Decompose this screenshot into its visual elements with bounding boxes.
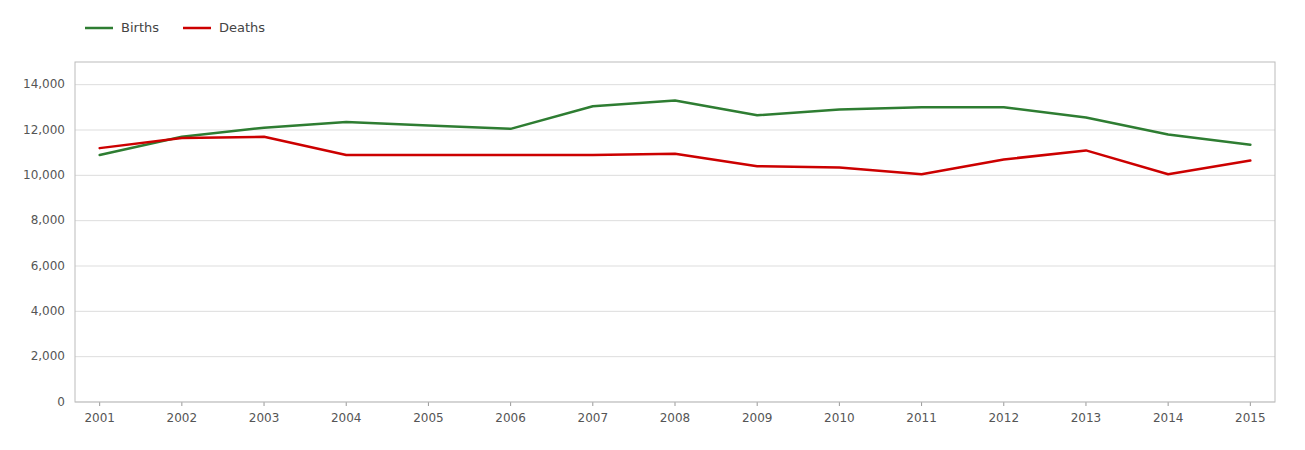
x-tick <box>592 402 593 406</box>
x-tick <box>346 402 347 406</box>
y-tick-label: 12,000 <box>23 123 65 137</box>
x-tick-label: 2002 <box>167 411 198 425</box>
x-tick <box>1085 402 1086 406</box>
legend-label: Births <box>121 20 159 35</box>
grid-line <box>75 220 1275 221</box>
x-tick-label: 2010 <box>824 411 855 425</box>
x-tick <box>757 402 758 406</box>
x-tick <box>1250 402 1251 406</box>
x-tick-label: 2014 <box>1153 411 1184 425</box>
grid-line <box>75 175 1275 176</box>
legend-item: Deaths <box>183 20 265 35</box>
chart-container: 0 2,000 4,000 6,000 8,000 10,000 12,000 14,000 2… <box>0 0 1305 450</box>
y-tick-label: 0 <box>57 395 65 409</box>
x-tick-label: 2003 <box>249 411 280 425</box>
series-line <box>100 101 1251 155</box>
x-tick-label: 2011 <box>906 411 937 425</box>
x-tick-label: 2012 <box>988 411 1019 425</box>
x-tick <box>839 402 840 406</box>
grid-line <box>75 84 1275 85</box>
x-tick <box>99 402 100 406</box>
legend-label: Deaths <box>219 20 265 35</box>
y-tick-label: 10,000 <box>23 168 65 182</box>
x-tick <box>921 402 922 406</box>
x-tick-label: 2001 <box>84 411 115 425</box>
x-tick <box>1003 402 1004 406</box>
series-line <box>100 137 1251 174</box>
grid-line <box>75 266 1275 267</box>
x-tick-label: 2007 <box>578 411 609 425</box>
x-tick <box>264 402 265 406</box>
y-axis: 0 2,000 4,000 6,000 8,000 10,000 12,000 14,000 <box>23 77 65 408</box>
x-tick-label: 2008 <box>660 411 691 425</box>
x-tick-label: 2006 <box>495 411 526 425</box>
x-tick-label: 2013 <box>1071 411 1102 425</box>
x-tick <box>510 402 511 406</box>
x-tick <box>181 402 182 406</box>
y-tick-label: 14,000 <box>23 77 65 91</box>
legend-swatch <box>183 27 211 30</box>
y-tick-label: 8,000 <box>31 213 65 227</box>
grid-line <box>75 356 1275 357</box>
legend-item: Births <box>85 20 159 35</box>
legend: Births Deaths <box>85 20 265 35</box>
x-tick-label: 2004 <box>331 411 362 425</box>
y-tick-label: 2,000 <box>31 349 65 363</box>
grid-line <box>75 311 1275 312</box>
x-axis: 2001 2002 2003 2004 2005 2006 2007 2008 2009 2010… <box>84 402 1265 425</box>
x-tick-label: 2005 <box>413 411 444 425</box>
y-grid <box>75 85 1275 402</box>
x-tick <box>675 402 676 406</box>
y-tick-label: 4,000 <box>31 304 65 318</box>
x-tick-label: 2009 <box>742 411 773 425</box>
x-tick <box>428 402 429 406</box>
data-lines <box>100 101 1251 175</box>
x-tick-label: 2015 <box>1235 411 1266 425</box>
plot-frame <box>75 62 1275 402</box>
y-tick-label: 6,000 <box>31 259 65 273</box>
chart-svg: 0 2,000 4,000 6,000 8,000 10,000 12,000 14,000 2… <box>0 0 1305 450</box>
legend-swatch <box>85 27 113 30</box>
x-tick <box>1168 402 1169 406</box>
